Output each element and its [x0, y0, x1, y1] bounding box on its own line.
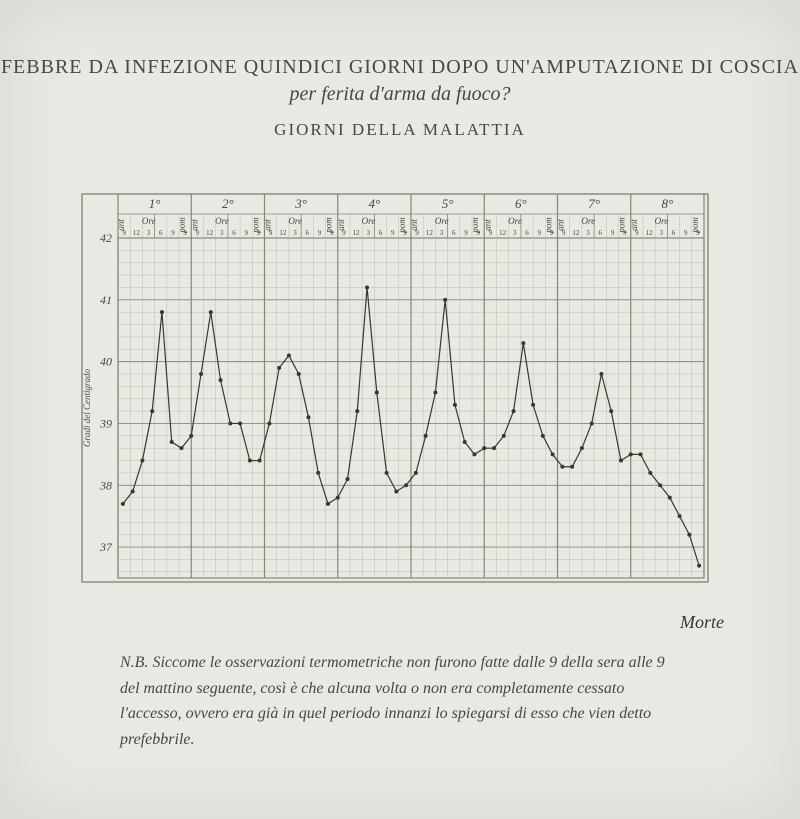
svg-text:9: 9 — [183, 229, 187, 237]
svg-text:9: 9 — [196, 229, 200, 237]
svg-text:40: 40 — [100, 355, 112, 369]
svg-text:9: 9 — [537, 229, 541, 237]
svg-text:2°: 2° — [222, 196, 234, 211]
svg-text:41: 41 — [100, 293, 112, 307]
svg-text:9: 9 — [476, 229, 480, 237]
svg-text:3: 3 — [367, 229, 371, 237]
svg-text:Ore: Ore — [142, 216, 156, 226]
svg-text:3: 3 — [660, 229, 664, 237]
svg-text:9: 9 — [391, 229, 395, 237]
svg-text:9: 9 — [403, 229, 407, 237]
svg-text:9: 9 — [684, 229, 688, 237]
svg-text:9: 9 — [171, 229, 175, 237]
svg-text:5°: 5° — [442, 196, 454, 211]
section-title: GIORNI DELLA MALATTIA — [0, 120, 800, 140]
svg-text:6: 6 — [452, 229, 456, 237]
svg-text:6: 6 — [159, 229, 163, 237]
svg-text:6: 6 — [379, 229, 383, 237]
svg-text:3: 3 — [586, 229, 590, 237]
fever-chart: Gradi del Centigrado3738394041421°antOre… — [78, 190, 718, 595]
svg-text:9: 9 — [635, 229, 639, 237]
svg-text:6: 6 — [672, 229, 676, 237]
svg-text:Ore: Ore — [288, 216, 302, 226]
svg-text:12: 12 — [426, 229, 434, 237]
svg-text:Gradi del Centigrado: Gradi del Centigrado — [82, 369, 92, 447]
svg-text:42: 42 — [100, 231, 112, 245]
svg-text:39: 39 — [99, 416, 112, 430]
svg-text:3: 3 — [220, 229, 224, 237]
morte-label: Morte — [680, 612, 724, 633]
svg-text:Ore: Ore — [362, 216, 376, 226]
svg-text:3: 3 — [440, 229, 444, 237]
svg-text:9: 9 — [244, 229, 248, 237]
svg-text:9: 9 — [611, 229, 615, 237]
svg-text:Ore: Ore — [435, 216, 449, 226]
svg-text:12: 12 — [572, 229, 580, 237]
svg-text:9: 9 — [696, 229, 700, 237]
svg-text:9: 9 — [489, 229, 493, 237]
svg-text:3: 3 — [147, 229, 151, 237]
svg-text:9: 9 — [562, 229, 566, 237]
svg-text:9: 9 — [122, 229, 126, 237]
svg-text:9: 9 — [269, 229, 273, 237]
svg-text:6: 6 — [305, 229, 309, 237]
svg-text:1°: 1° — [149, 196, 161, 211]
svg-text:6°: 6° — [515, 196, 527, 211]
svg-text:Ore: Ore — [508, 216, 522, 226]
svg-text:12: 12 — [206, 229, 214, 237]
svg-text:9: 9 — [464, 229, 468, 237]
svg-text:12: 12 — [279, 229, 287, 237]
svg-text:4°: 4° — [369, 196, 381, 211]
svg-text:7°: 7° — [588, 196, 600, 211]
chart-subtitle: per ferita d'arma da fuoco? — [0, 83, 800, 106]
svg-text:12: 12 — [133, 229, 141, 237]
svg-text:9: 9 — [257, 229, 261, 237]
svg-text:3: 3 — [293, 229, 297, 237]
svg-text:37: 37 — [99, 540, 113, 554]
svg-text:9: 9 — [623, 229, 627, 237]
svg-text:6: 6 — [598, 229, 602, 237]
svg-text:12: 12 — [646, 229, 654, 237]
svg-text:9: 9 — [342, 229, 346, 237]
svg-text:Ore: Ore — [655, 216, 669, 226]
footnote: N.B. Siccome le osservazioni termometric… — [120, 650, 680, 752]
svg-text:Ore: Ore — [581, 216, 595, 226]
svg-text:9: 9 — [318, 229, 322, 237]
chart-title: FEBBRE DA INFEZIONE QUINDICI GIORNI DOPO… — [0, 0, 800, 79]
svg-text:6: 6 — [525, 229, 529, 237]
svg-text:6: 6 — [232, 229, 236, 237]
svg-text:8°: 8° — [662, 196, 674, 211]
svg-text:Ore: Ore — [215, 216, 229, 226]
svg-text:9: 9 — [330, 229, 334, 237]
svg-text:9: 9 — [415, 229, 419, 237]
svg-text:12: 12 — [499, 229, 507, 237]
svg-text:9: 9 — [550, 229, 554, 237]
svg-text:3°: 3° — [294, 196, 307, 211]
svg-text:38: 38 — [99, 478, 112, 492]
svg-text:12: 12 — [353, 229, 361, 237]
svg-text:3: 3 — [513, 229, 517, 237]
